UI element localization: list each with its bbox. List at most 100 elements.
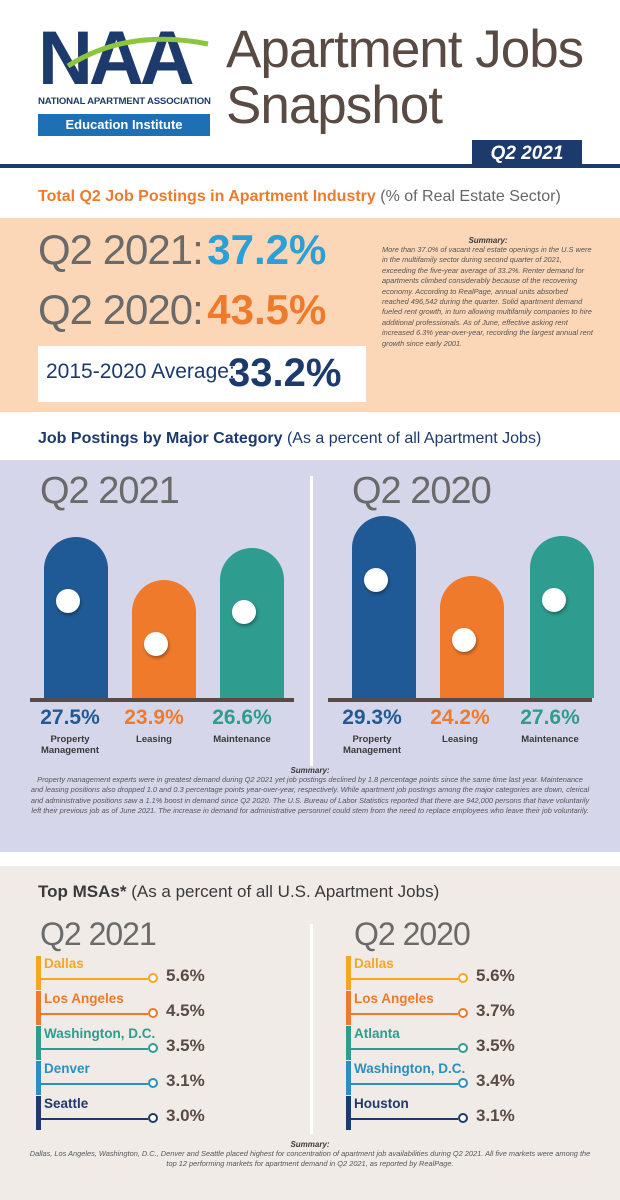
- msa-value: 3.0%: [166, 1106, 205, 1125]
- chart-2021-label-maintenance: 26.6%: [212, 706, 272, 729]
- stat-q2-2020-label: Q2 2020:: [38, 286, 204, 333]
- msa-value: 4.5%: [166, 1001, 205, 1020]
- top-msas-heading-bold: Top MSAs*: [38, 882, 127, 901]
- bar-person-head: [56, 589, 80, 613]
- msa-name: Washington, D.C.: [354, 1061, 466, 1076]
- msa-value: 5.6%: [166, 966, 205, 985]
- msa-dot: [148, 1043, 158, 1053]
- title-line-2: Snapshot: [226, 76, 443, 135]
- chart-2021-cat-pm: Property Management: [30, 734, 110, 756]
- msa-name: Denver: [44, 1061, 90, 1076]
- msa-color-bar: [346, 1061, 351, 1095]
- title-line-1: Apartment Jobs: [226, 20, 584, 79]
- msa-name: Atlanta: [354, 1026, 400, 1041]
- msa-divider: [310, 924, 313, 1134]
- msa-row: Houston 3.1%: [346, 1096, 526, 1130]
- total-postings-heading-sub: (% of Real Estate Sector): [380, 188, 561, 205]
- msa-color-bar: [346, 1026, 351, 1060]
- naa-logo[interactable]: NAA NATIONAL APARTMENT ASSOCIATION Educa…: [38, 22, 211, 140]
- cat-pm-line1: Property: [50, 734, 90, 745]
- total-postings-heading: Total Q2 Job Postings in Apartment Indus…: [38, 188, 561, 206]
- summary-title: Summary:: [290, 766, 330, 775]
- chart-divider: [310, 476, 313, 766]
- msa-2020-title: Q2 2020: [354, 916, 471, 952]
- top-msas-heading-sub: (As a percent of all U.S. Apartment Jobs…: [131, 882, 440, 901]
- msa-dot: [148, 973, 158, 983]
- top-msas-summary: Summary: Dallas, Los Angeles, Washington…: [24, 1140, 596, 1170]
- msa-2021-title: Q2 2021: [40, 916, 157, 952]
- msa-row: Los Angeles 3.7%: [346, 991, 526, 1025]
- summary-title: Summary:: [290, 1140, 330, 1149]
- bar-person-head: [144, 632, 168, 656]
- msa-color-bar: [36, 1026, 41, 1060]
- summary-text: More than 37.0% of vacant real estate op…: [382, 245, 593, 348]
- msa-value: 3.4%: [476, 1071, 515, 1090]
- msa-value: 3.5%: [476, 1036, 515, 1055]
- summary-text: Property management experts were in grea…: [30, 775, 590, 816]
- bar-q2-2021-pm: [44, 537, 108, 698]
- bar-q2-2020-leasing: [440, 576, 504, 698]
- msa-dot: [458, 1008, 468, 1018]
- msa-row: Los Angeles 4.5%: [36, 991, 216, 1025]
- msa-color-bar: [346, 956, 351, 990]
- summary-title: Summary:: [468, 236, 508, 245]
- msa-color-bar: [36, 1061, 41, 1095]
- msa-name: Dallas: [44, 956, 84, 971]
- major-category-heading-sub: (As a percent of all Apartment Jobs): [286, 430, 542, 447]
- bar-q2-2020-pm: [352, 516, 416, 698]
- quarter-badge: Q2 2021: [472, 140, 582, 168]
- msa-color-bar: [36, 1096, 41, 1130]
- summary-text: Dallas, Los Angeles, Washington, D.C., D…: [29, 1149, 591, 1169]
- bar-person-head: [364, 568, 388, 592]
- bar-q2-2021-maintenance: [220, 548, 284, 698]
- msa-row: Washington, D.C. 3.5%: [36, 1026, 216, 1060]
- total-postings-heading-bold: Total Q2 Job Postings in Apartment Indus…: [38, 188, 376, 205]
- chart-2021-label-pm: 27.5%: [40, 706, 100, 729]
- msa-name: Los Angeles: [354, 991, 434, 1006]
- cat-pm-line2: Management: [40, 745, 100, 756]
- msa-dot: [458, 1043, 468, 1053]
- chart-2020-title: Q2 2020: [352, 470, 492, 512]
- msa-leader-line: [351, 1048, 458, 1050]
- page-title: Apartment Jobs Snapshot: [226, 20, 584, 135]
- msa-leader-line: [41, 978, 148, 980]
- msa-dot: [148, 1008, 158, 1018]
- stat-average-value: 33.2%: [228, 351, 342, 395]
- naa-logo-mark: NAA: [38, 22, 209, 92]
- bar-q2-2021-leasing: [132, 580, 196, 698]
- msa-dot: [148, 1113, 158, 1123]
- cat-pm-line2: Management: [342, 745, 402, 756]
- stat-q2-2020: Q2 2020: 43.5%: [38, 286, 326, 334]
- bar-person-head: [542, 588, 566, 612]
- chart-2021-cat-maintenance: Maintenance: [213, 734, 271, 745]
- chart-2020-cat-maintenance: Maintenance: [521, 734, 579, 745]
- msa-color-bar: [346, 991, 351, 1025]
- total-postings-summary: Summary: More than 37.0% of vacant real …: [382, 236, 594, 349]
- msa-name: Seattle: [44, 1096, 89, 1111]
- stat-average-label: 2015-2020 Average:: [46, 360, 235, 383]
- stat-q2-2020-value: 43.5%: [207, 286, 327, 333]
- msa-dot: [458, 1078, 468, 1088]
- major-category-heading-bold: Job Postings by Major Category: [38, 430, 283, 447]
- major-category-heading: Job Postings by Major Category (As a per…: [38, 430, 541, 448]
- header: NAA NATIONAL APARTMENT ASSOCIATION Educa…: [0, 0, 620, 172]
- msa-row: Atlanta 3.5%: [346, 1026, 526, 1060]
- msa-leader-line: [351, 1083, 458, 1085]
- msa-row: Dallas 5.6%: [36, 956, 216, 990]
- msa-name: Washington, D.C.: [44, 1026, 156, 1041]
- msa-value: 3.1%: [166, 1071, 205, 1090]
- bar-person-head: [232, 600, 256, 624]
- logo-letters: NAA: [38, 22, 193, 92]
- msa-value: 3.1%: [476, 1106, 515, 1125]
- msa-value: 3.5%: [166, 1036, 205, 1055]
- chart-2021-title: Q2 2021: [40, 470, 180, 512]
- header-rule: [0, 164, 620, 168]
- stat-q2-2021-label: Q2 2021:: [38, 226, 204, 273]
- msa-value: 5.6%: [476, 966, 515, 985]
- stat-average-box: 2015-2020 Average: 33.2%: [38, 346, 366, 402]
- msa-leader-line: [351, 1013, 458, 1015]
- chart-2021-baseline: [30, 698, 294, 702]
- msa-dot: [148, 1078, 158, 1088]
- msa-row: Seattle 3.0%: [36, 1096, 216, 1130]
- msa-color-bar: [36, 991, 41, 1025]
